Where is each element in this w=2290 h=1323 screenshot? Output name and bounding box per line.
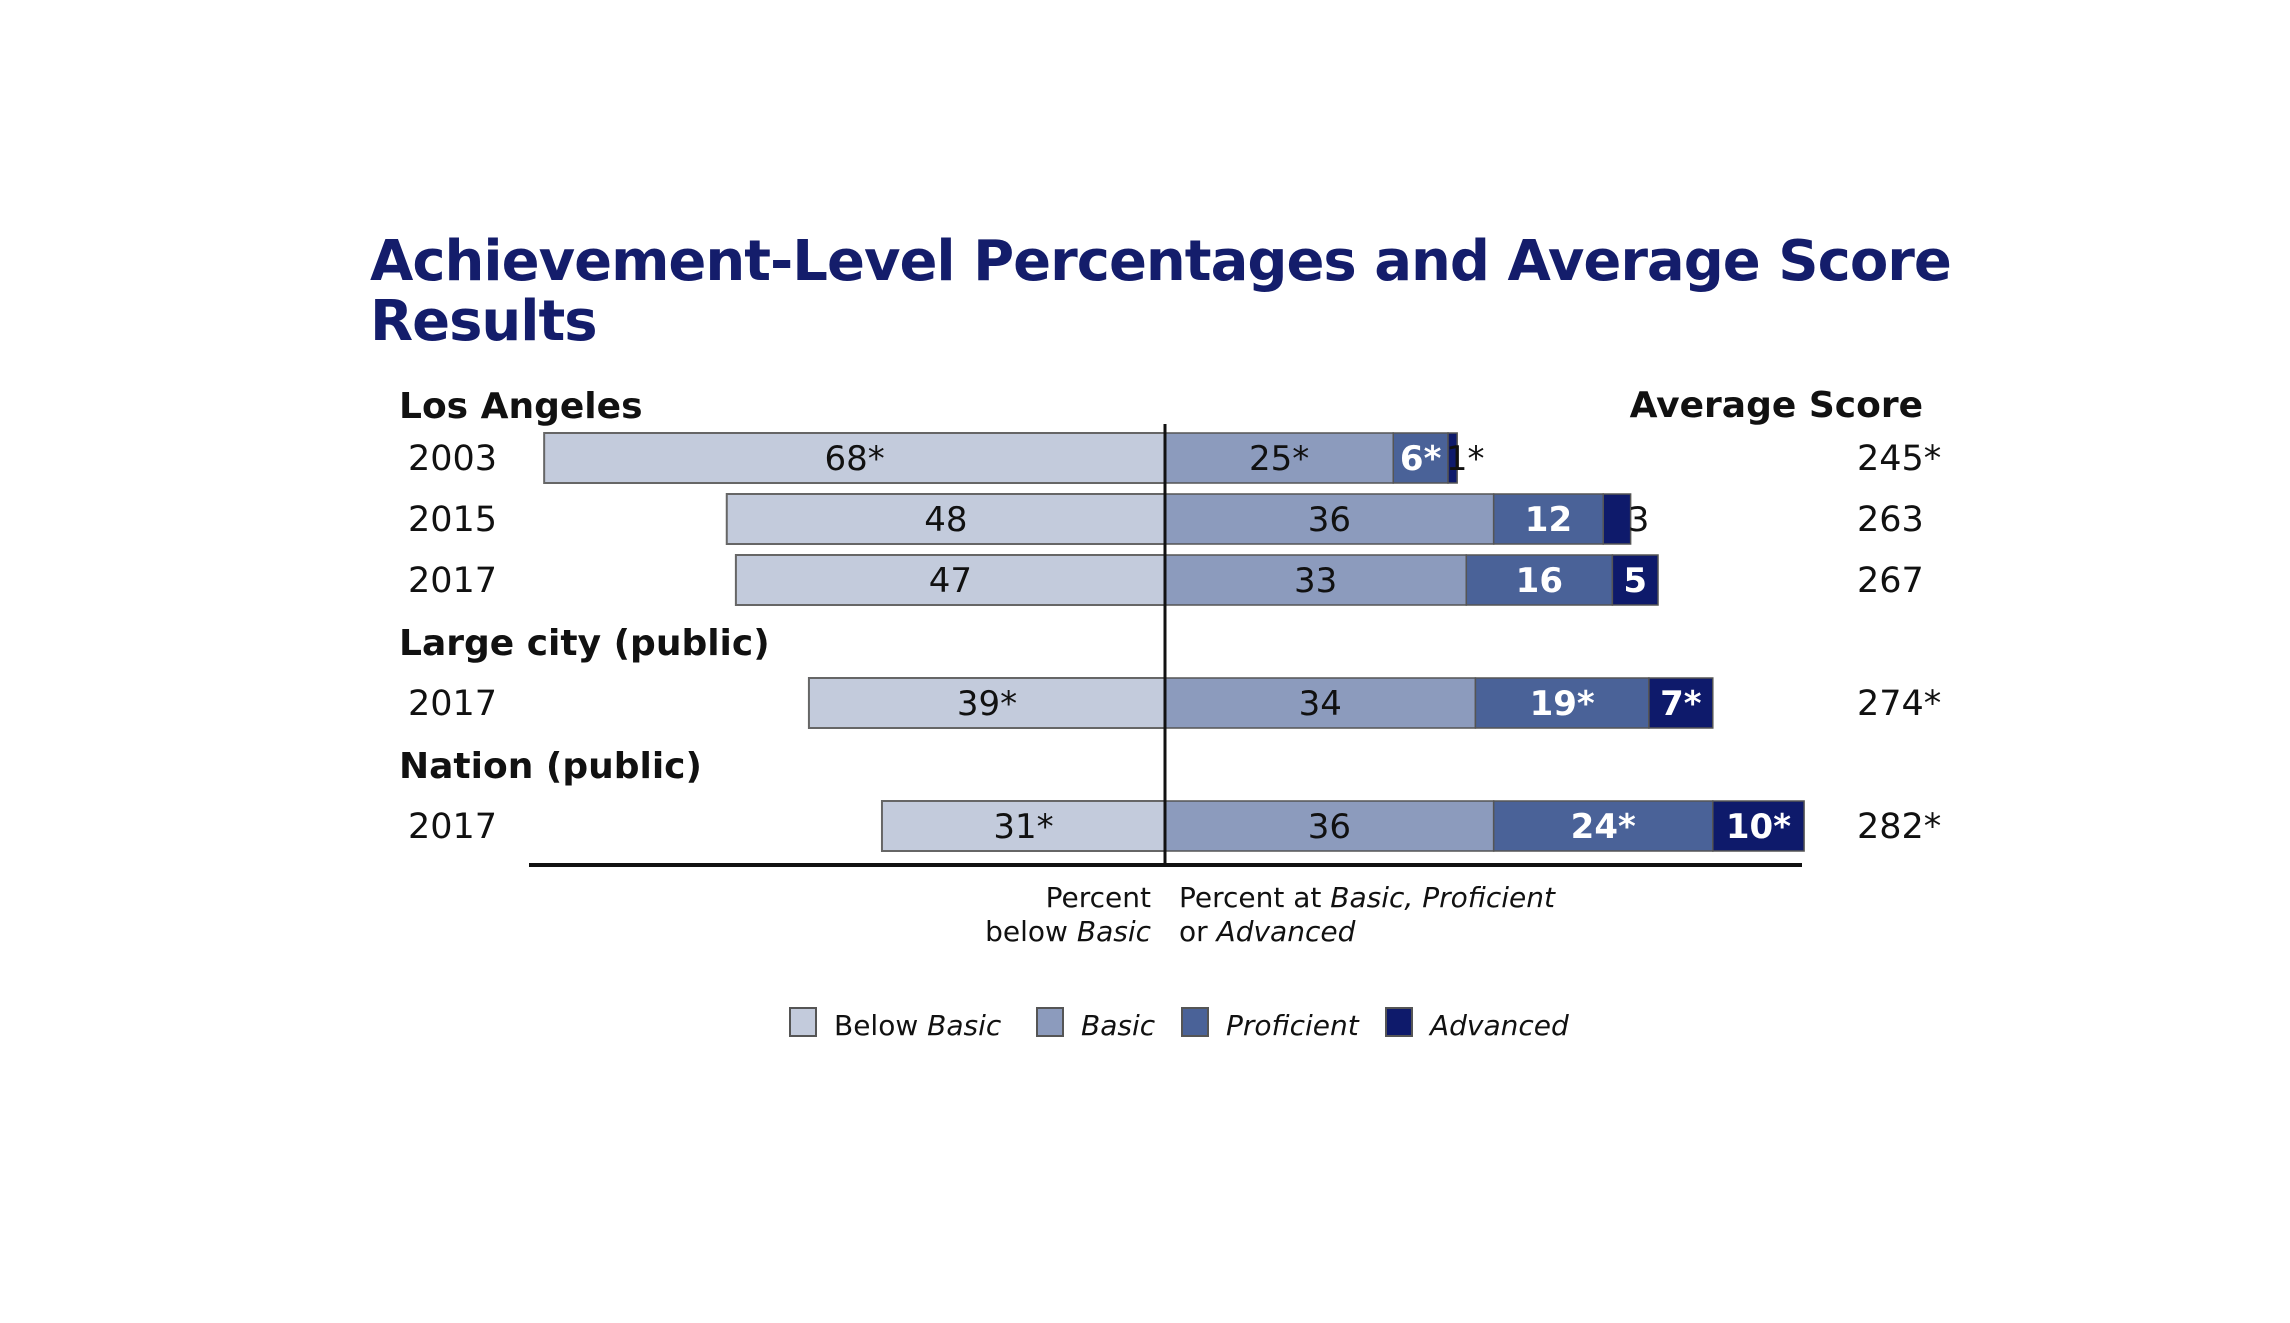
bar-below-basic xyxy=(807,677,1166,729)
data-label: 5 xyxy=(1623,561,1647,601)
legend-swatch-basic xyxy=(1036,1007,1064,1037)
year-label: 2015 xyxy=(408,500,497,540)
data-label: 6* xyxy=(1400,439,1442,479)
bar-advanced xyxy=(1712,800,1805,852)
data-label: 3 xyxy=(1628,500,1650,540)
data-label: 1* xyxy=(1446,439,1485,479)
data-label: 24* xyxy=(1571,807,1636,847)
legend-label: Proficient xyxy=(1226,1009,1360,1042)
bar-proficient xyxy=(1492,800,1714,852)
legend-swatch-advanced xyxy=(1385,1007,1413,1037)
year-label: 2017 xyxy=(408,807,497,847)
average-score-header: Average Score xyxy=(1630,385,1923,426)
year-label: 2017 xyxy=(408,684,497,724)
data-label: 34 xyxy=(1299,684,1342,724)
legend-swatch-below-basic xyxy=(789,1007,817,1037)
data-label: 33 xyxy=(1294,561,1337,601)
axis-label-left-1: Percent xyxy=(1046,881,1151,914)
data-label: 16 xyxy=(1516,561,1563,601)
data-label: 19* xyxy=(1530,684,1595,724)
average-score-value: 245* xyxy=(1857,439,1941,479)
chart-title: Achievement-Level Percentages and Averag… xyxy=(370,229,1952,354)
bar-basic xyxy=(1164,554,1468,606)
data-label: 10* xyxy=(1726,807,1791,847)
bar-basic xyxy=(1164,677,1477,729)
data-label: 68* xyxy=(824,439,884,479)
bar-advanced xyxy=(1611,554,1659,606)
data-label: 47 xyxy=(929,561,972,601)
bar-advanced xyxy=(1602,493,1632,545)
legend-label: Below Basic xyxy=(834,1009,1002,1042)
axis-label-left-2: below Basic xyxy=(985,915,1151,948)
bar-proficient xyxy=(1492,493,1604,545)
bar-below-basic xyxy=(543,432,1166,484)
bar-proficient xyxy=(1474,677,1650,729)
data-label: 31* xyxy=(993,807,1053,847)
data-label: 12 xyxy=(1525,500,1572,540)
group-label: Los Angeles xyxy=(399,386,643,427)
year-label: 2017 xyxy=(408,561,497,601)
bar-below-basic xyxy=(734,554,1166,606)
data-label: 7* xyxy=(1660,684,1702,724)
legend-label: Basic xyxy=(1081,1009,1156,1042)
data-label: 39* xyxy=(957,684,1017,724)
average-score-value: 282* xyxy=(1857,807,1941,847)
average-score-value: 274* xyxy=(1857,684,1941,724)
data-label: 36 xyxy=(1308,500,1351,540)
average-score-value: 267 xyxy=(1857,561,1924,601)
bar-basic xyxy=(1164,493,1495,545)
axis-label-right-1: Percent at Basic, Proficient xyxy=(1179,881,1556,914)
bar-advanced xyxy=(1648,677,1714,729)
data-label: 25* xyxy=(1249,439,1309,479)
axis-label-right-2: or Advanced xyxy=(1179,915,1356,948)
data-label: 36 xyxy=(1308,807,1351,847)
average-score-value: 263 xyxy=(1857,500,1924,540)
group-label: Nation (public) xyxy=(399,746,702,787)
bar-below-basic xyxy=(880,800,1166,852)
year-label: 2003 xyxy=(408,439,497,479)
legend-label: Advanced xyxy=(1428,1009,1569,1042)
bar-advanced xyxy=(1447,432,1458,484)
group-label: Large city (public) xyxy=(399,623,770,664)
bar-basic xyxy=(1164,800,1495,852)
legend-swatch-proficient xyxy=(1181,1007,1209,1037)
bar-below-basic xyxy=(725,493,1166,545)
data-label: 48 xyxy=(924,500,967,540)
